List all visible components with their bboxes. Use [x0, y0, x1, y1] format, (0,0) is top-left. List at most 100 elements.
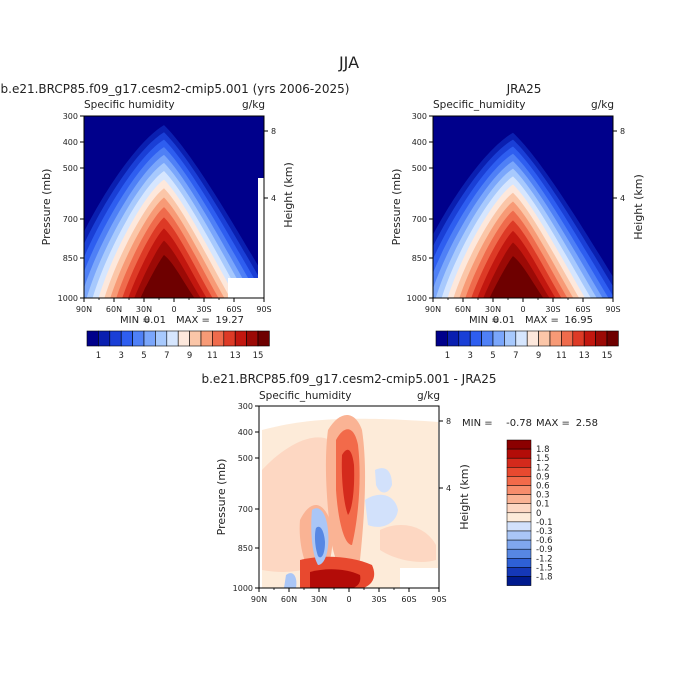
- colorbar-swatch: [506, 476, 532, 486]
- y-tick-label: 400: [63, 138, 78, 147]
- colorbar-label: 15: [253, 351, 264, 361]
- colorbar-swatch: [595, 330, 608, 347]
- colorbar-swatch: [506, 548, 532, 559]
- max-value: 19.27: [215, 315, 244, 326]
- y-tick-label-right: 8: [271, 127, 276, 136]
- colorbar-swatch: [492, 330, 505, 347]
- x-tick-label: 60N: [455, 305, 471, 314]
- colorbar-label: 0.9: [536, 472, 550, 482]
- colorbar-swatch: [98, 330, 111, 347]
- panel-title: b.e21.BRCP85.f09_g17.cesm2-cmip5.001 (yr…: [1, 82, 350, 96]
- panel-subtitle-left: Specific_humidity: [433, 99, 526, 111]
- y-tick-label: 850: [63, 254, 78, 263]
- colorbar-swatch: [506, 576, 532, 586]
- colorbar-swatch: [166, 330, 179, 347]
- colorbar-swatch: [561, 330, 574, 347]
- y-tick-label-right: 8: [446, 417, 451, 426]
- colorbar-label: 0.6: [536, 482, 550, 492]
- colorbar-label: 3: [118, 351, 123, 361]
- x-tick-label: 30N: [485, 305, 501, 314]
- colorbar-label: 9: [536, 351, 541, 361]
- x-tick-label: 30N: [136, 305, 152, 314]
- max-label: MAX =: [525, 315, 559, 326]
- colorbar-swatch: [143, 330, 156, 347]
- colorbar-label: -1.2: [536, 554, 553, 564]
- colorbar-swatch: [189, 330, 202, 347]
- y-tick-label: 500: [63, 164, 78, 173]
- colorbar-swatch: [212, 330, 225, 347]
- colorbar-swatch: [506, 494, 532, 504]
- colorbar-swatch: [504, 330, 517, 347]
- colorbar-swatch: [177, 330, 190, 347]
- colorbar-swatch: [506, 521, 532, 532]
- x-tick-label: 0: [171, 305, 176, 314]
- colorbar-label: 7: [513, 351, 518, 361]
- colorbar: 1 3 5 7 9 11 13 15: [435, 330, 619, 361]
- panel-subtitle-right: g/kg: [417, 390, 440, 402]
- y-tick-label: 300: [412, 112, 427, 121]
- contour-level: [284, 573, 297, 588]
- contour-level: [380, 525, 436, 562]
- heatmap-field: [433, 116, 613, 298]
- colorbar-label: 5: [490, 351, 495, 361]
- colorbar-swatch: [469, 330, 482, 347]
- y-axis-label-right: Height (km): [632, 174, 645, 240]
- colorbar-swatch: [506, 457, 532, 468]
- colorbar-swatch: [506, 439, 532, 450]
- heatmap-field: [84, 116, 264, 298]
- x-tick-label: 90N: [251, 595, 267, 604]
- colorbar-swatch: [506, 467, 532, 477]
- y-tick-label-right: 4: [620, 194, 625, 203]
- y-tick-label: 500: [412, 164, 427, 173]
- max-label: MAX =: [536, 418, 570, 429]
- x-tick-label: 0: [520, 305, 525, 314]
- colorbar-label: 1.8: [536, 445, 550, 455]
- colorbar-vertical: 1.81.51.20.90.60.30.10-0.1-0.3-0.6-0.9-1…: [506, 439, 553, 586]
- y-tick-label: 400: [412, 138, 427, 147]
- y-tick-label: 1000: [58, 294, 78, 303]
- y-tick-label: 1000: [233, 584, 253, 593]
- colorbar-swatch: [506, 448, 532, 459]
- colorbar-label: 13: [579, 351, 590, 361]
- y-tick-label-right: 4: [446, 484, 451, 493]
- colorbar-swatch: [86, 330, 99, 347]
- colorbar-swatch: [481, 330, 494, 347]
- max-value: 16.95: [564, 315, 593, 326]
- contour-level: [314, 526, 325, 558]
- colorbar-swatch: [120, 330, 133, 347]
- y-tick-label: 300: [63, 112, 78, 121]
- colorbar-label: 7: [164, 351, 169, 361]
- colorbar-label: 11: [556, 351, 567, 361]
- y-axis-label: Pressure (mb): [390, 169, 403, 246]
- panel-title: b.e21.BRCP85.f09_g17.cesm2-cmip5.001 - J…: [201, 372, 496, 386]
- x-tick-label: 60S: [575, 305, 590, 314]
- colorbar-swatch: [447, 330, 460, 347]
- contour-level: [375, 468, 392, 493]
- colorbar-label: 5: [141, 351, 146, 361]
- x-tick-label: 90S: [605, 305, 620, 314]
- colorbar-label: 0.1: [536, 500, 550, 510]
- contour-level: [310, 569, 361, 588]
- x-tick-label: 60N: [281, 595, 297, 604]
- colorbar-label: -1.8: [536, 573, 553, 583]
- x-tick-label: 90S: [256, 305, 271, 314]
- panel-model: b.e21.BRCP85.f09_g17.cesm2-cmip5.001 (yr…: [1, 82, 350, 361]
- colorbar-label: 3: [467, 351, 472, 361]
- colorbar-label: 1.2: [536, 463, 550, 473]
- colorbar-swatch: [223, 330, 236, 347]
- y-tick-label-right: 4: [271, 194, 276, 203]
- colorbar-swatch: [506, 503, 532, 514]
- y-tick-label: 1000: [407, 294, 427, 303]
- colorbar-label: -0.9: [536, 545, 553, 555]
- colorbar-swatch: [506, 539, 532, 550]
- min-value: 0.01: [144, 315, 166, 326]
- contour-level: [144, 280, 180, 298]
- y-tick-label: 700: [412, 215, 427, 224]
- missing-data-area: [400, 568, 439, 588]
- y-axis-label: Pressure (mb): [40, 169, 53, 246]
- x-tick-label: 0: [346, 595, 351, 604]
- colorbar-label: 1.5: [536, 454, 550, 464]
- max-label: MAX =: [176, 315, 210, 326]
- y-tick-label: 700: [63, 215, 78, 224]
- colorbar: 1 3 5 7 9 11 13 15: [86, 330, 270, 361]
